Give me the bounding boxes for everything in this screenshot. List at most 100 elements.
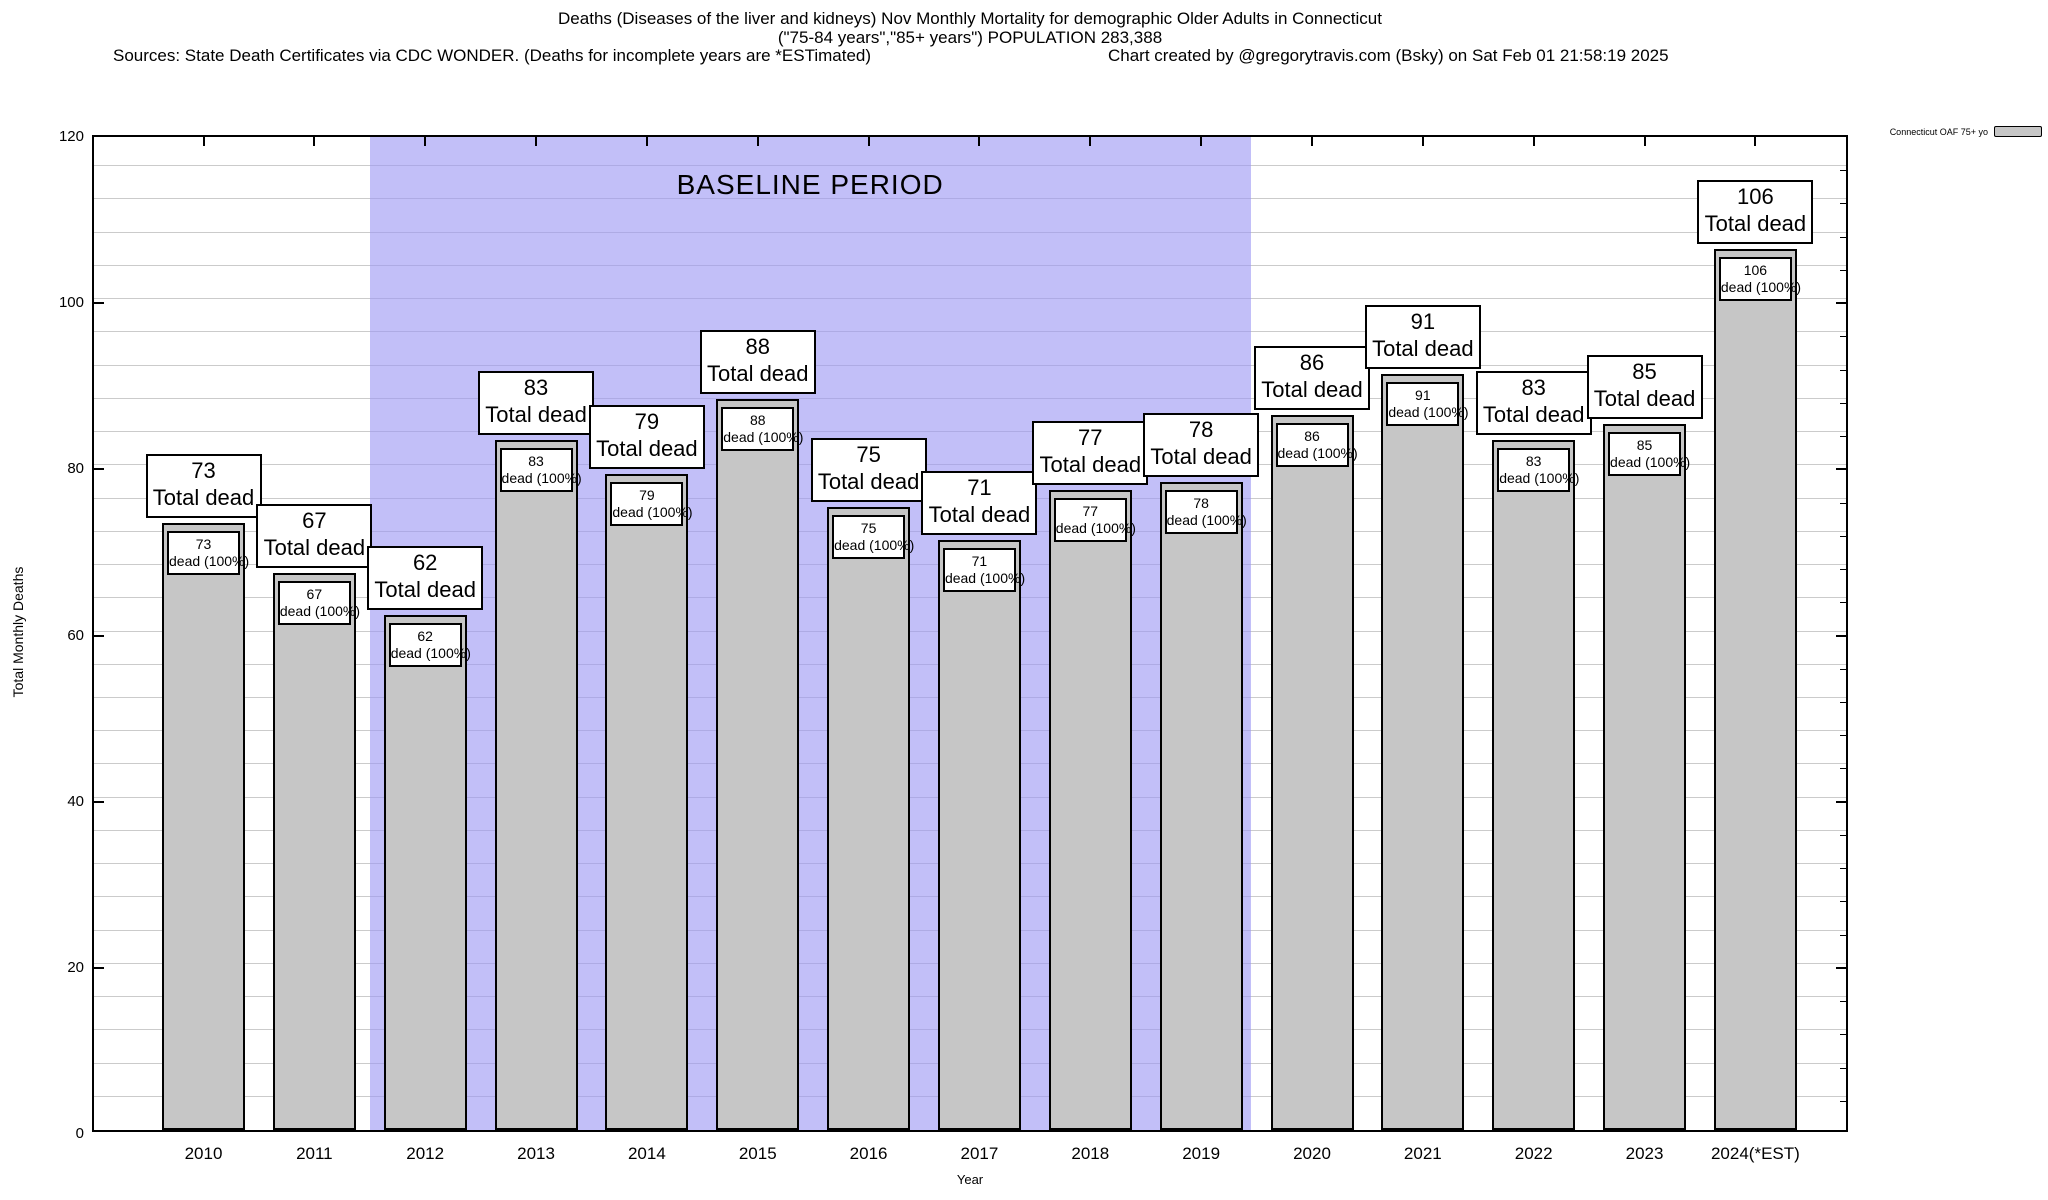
bar-inner-value: 83 bbox=[528, 453, 544, 469]
bar-inner-label: 83 dead (100%) bbox=[1497, 448, 1580, 493]
bar-inner-label: 75 dead (100%) bbox=[832, 515, 915, 560]
bar-2011: 67 dead (100%) 67 Total dead bbox=[256, 504, 373, 1130]
chart-title-line2: ("75-84 years","85+ years") POPULATION 2… bbox=[777, 28, 1163, 47]
bar-inner-suffix: dead (100%) bbox=[834, 536, 915, 553]
bar-inner-suffix: dead (100%) bbox=[501, 469, 582, 486]
x-tick-label: 2023 bbox=[1625, 1144, 1664, 1163]
bar-inner-label: 73 dead (100%) bbox=[167, 531, 250, 576]
bar-2020: 86 dead (100%) 86 Total dead bbox=[1254, 346, 1370, 1130]
bar-total-suffix: Total dead bbox=[1261, 377, 1363, 403]
bar-inner-value: 77 bbox=[1082, 503, 1099, 519]
axis-tick bbox=[1840, 336, 1846, 338]
bar-inner-label: 78 dead (100%) bbox=[1164, 490, 1247, 535]
bar-inner-suffix: dead (100%) bbox=[1277, 444, 1358, 461]
axis-tick bbox=[645, 137, 648, 146]
bar-inner-suffix: dead (100%) bbox=[390, 644, 471, 661]
x-tick-label: 2014 bbox=[627, 1144, 666, 1163]
x-tick-label: 2011 bbox=[296, 1144, 333, 1163]
bar-2018: 77 dead (100%) 77 Total dead bbox=[1032, 421, 1149, 1130]
axis-tick bbox=[1840, 901, 1846, 903]
axis-tick bbox=[1840, 502, 1846, 504]
bar-inner-suffix: dead (100%) bbox=[1499, 469, 1580, 486]
axis-tick bbox=[1840, 701, 1846, 703]
bar-total-label: 71 Total dead bbox=[921, 471, 1038, 535]
bar-inner-label: 85 dead (100%) bbox=[1608, 432, 1690, 477]
x-tick-label: 2012 bbox=[406, 1144, 445, 1163]
bar-total-value: 75 bbox=[856, 442, 881, 468]
bar-inner-value: 86 bbox=[1304, 428, 1320, 444]
y-tick-label: 100 bbox=[58, 294, 84, 312]
bar-2013: 83 dead (100%) 83 Total dead bbox=[478, 371, 595, 1130]
legend: Connecticut OAF 75+ yo bbox=[1890, 126, 2042, 137]
axis-tick bbox=[1840, 170, 1846, 172]
bar-2010: 73 dead (100%) 73 Total dead bbox=[145, 454, 262, 1130]
axis-tick bbox=[1089, 137, 1092, 146]
bar-total-value: 106 bbox=[1737, 184, 1774, 210]
bar-total-value: 62 bbox=[412, 550, 438, 576]
bar-total-value: 86 bbox=[1299, 350, 1325, 376]
axis-tick bbox=[1200, 137, 1203, 146]
axis-tick bbox=[1840, 668, 1846, 670]
bar-2024(*EST): 106 dead (100%) 106 Total dead bbox=[1697, 180, 1814, 1130]
bar-inner-suffix: dead (100%) bbox=[1720, 278, 1802, 295]
y-tick-label: 20 bbox=[67, 958, 84, 976]
bar-inner-value: 83 bbox=[1525, 453, 1542, 469]
bar-inner-value: 91 bbox=[1415, 387, 1431, 403]
bar-inner-suffix: dead (100%) bbox=[723, 428, 804, 445]
bar-inner-suffix: dead (100%) bbox=[279, 602, 361, 619]
y-tick-label: 80 bbox=[67, 460, 84, 478]
axis-tick bbox=[1840, 203, 1846, 205]
axis-tick bbox=[1836, 468, 1846, 471]
bar-inner-label: 62 dead (100%) bbox=[388, 623, 471, 668]
bar-inner-label: 83 dead (100%) bbox=[499, 448, 582, 493]
bar-total-label: 67 Total dead bbox=[256, 504, 373, 568]
bar-total-suffix: Total dead bbox=[1482, 402, 1585, 428]
axis-tick bbox=[94, 634, 104, 637]
baseline-period-label: BASELINE PERIOD bbox=[676, 169, 944, 200]
bar-inner-suffix: dead (100%) bbox=[169, 552, 250, 569]
bar-inner-value: 78 bbox=[1193, 495, 1209, 511]
bar-total-suffix: Total dead bbox=[1704, 211, 1807, 237]
axis-tick bbox=[1836, 302, 1846, 305]
bar-total-value: 67 bbox=[302, 508, 327, 534]
axis-tick bbox=[1840, 1034, 1846, 1036]
bar-total-label: 77 Total dead bbox=[1032, 421, 1149, 485]
bar-inner-label: 106 dead (100%) bbox=[1718, 257, 1802, 302]
axis-tick bbox=[1840, 735, 1846, 737]
axis-tick bbox=[1311, 137, 1313, 146]
bar-total-label: 78 Total dead bbox=[1143, 413, 1260, 477]
bar-total-label: 86 Total dead bbox=[1254, 346, 1370, 410]
axis-tick bbox=[94, 966, 104, 969]
bar-total-value: 73 bbox=[191, 458, 216, 484]
bar-total-suffix: Total dead bbox=[1039, 452, 1142, 478]
bar-inner-label: 79 dead (100%) bbox=[610, 482, 693, 527]
x-tick-label: 2018 bbox=[1071, 1144, 1110, 1163]
bar-total-label: 85 Total dead bbox=[1586, 355, 1703, 419]
axis-tick bbox=[1840, 236, 1846, 238]
y-tick-label: 0 bbox=[75, 1125, 84, 1142]
axis-tick bbox=[1421, 137, 1424, 146]
bar-total-value: 88 bbox=[745, 334, 770, 360]
bar-inner-label: 71 dead (100%) bbox=[942, 548, 1025, 593]
bar-2017: 71 dead (100%) 71 Total dead bbox=[921, 471, 1038, 1130]
axis-tick bbox=[1840, 602, 1846, 604]
bar-2012: 62 dead (100%) 62 Total dead bbox=[367, 546, 484, 1130]
x-tick-label: 2024(*EST) bbox=[1710, 1144, 1800, 1163]
axis-tick bbox=[313, 137, 316, 146]
x-axis-title: Year bbox=[956, 1172, 984, 1187]
bar-inner-suffix: dead (100%) bbox=[1166, 511, 1247, 528]
bar-2023: 85 dead (100%) 85 Total dead bbox=[1586, 355, 1703, 1130]
bar-total-value: 78 bbox=[1188, 417, 1214, 443]
x-tick-label: 2020 bbox=[1293, 1144, 1331, 1163]
bar-inner-suffix: dead (100%) bbox=[612, 503, 693, 520]
x-tick-label: 2021 bbox=[1403, 1144, 1442, 1163]
axis-tick bbox=[1840, 402, 1846, 404]
x-tick-label: 2017 bbox=[960, 1144, 999, 1163]
axis-tick bbox=[1532, 137, 1535, 146]
bar-2019: 78 dead (100%) 78 Total dead bbox=[1143, 413, 1260, 1130]
y-tick-label: 120 bbox=[58, 128, 84, 145]
bar-inner-label: 67 dead (100%) bbox=[277, 581, 361, 626]
legend-label: Connecticut OAF 75+ yo bbox=[1889, 126, 1988, 137]
bar-inner-value: 75 bbox=[860, 520, 877, 536]
bar-inner-value: 79 bbox=[639, 487, 655, 503]
